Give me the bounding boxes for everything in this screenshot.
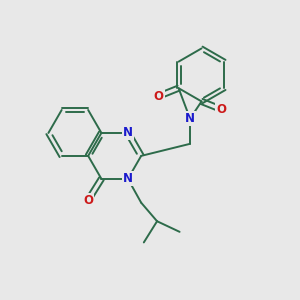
Text: O: O [216, 103, 226, 116]
Text: N: N [123, 126, 133, 140]
Text: O: O [83, 194, 93, 206]
Text: N: N [185, 112, 195, 125]
Text: N: N [123, 172, 133, 185]
Text: O: O [154, 90, 164, 103]
